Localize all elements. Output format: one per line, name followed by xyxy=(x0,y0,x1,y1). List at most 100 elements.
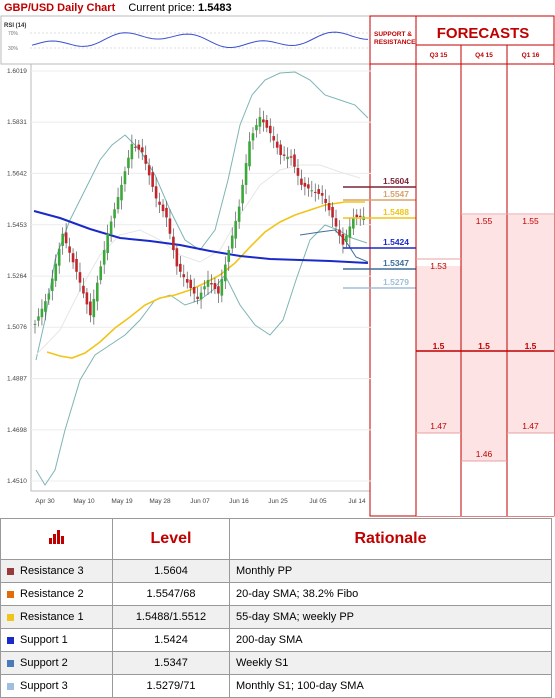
table-row: Support 1 1.5424 200-day SMA xyxy=(0,628,552,652)
rsi-label: RSI (14) xyxy=(4,23,26,29)
level-swatch xyxy=(7,613,14,621)
candle-body xyxy=(54,263,58,281)
candle-body xyxy=(279,144,282,155)
forecast-value: 1.5 xyxy=(478,341,490,351)
y-tick-label: 1.4698 xyxy=(7,427,27,434)
candle-body xyxy=(213,283,217,289)
candle-body xyxy=(196,296,199,299)
candle-body xyxy=(189,279,192,289)
level-label: 1.5347 xyxy=(383,258,409,268)
candle-body xyxy=(165,207,168,218)
level-header: Level xyxy=(112,518,230,560)
forecast-column-header: Q4 15 xyxy=(475,52,493,59)
axis-ticks: 1.6019 1.5831 1.5642 1.5453 1.5264 1.5076 1.48… xyxy=(7,68,366,505)
candle-body xyxy=(206,279,210,287)
candle-body xyxy=(258,116,262,127)
candle-body xyxy=(75,259,78,272)
candle-body xyxy=(106,233,109,254)
x-tick-label: Jun 07 xyxy=(190,498,210,505)
candle-body xyxy=(300,178,303,185)
candle-body xyxy=(137,144,141,150)
forecast-title: FORECASTS xyxy=(437,25,530,42)
candle-body xyxy=(272,136,276,141)
candle-body xyxy=(230,235,234,249)
candle-body xyxy=(99,266,103,281)
candlesticks xyxy=(33,107,365,334)
y-tick-label: 1.5831 xyxy=(7,119,27,126)
candle-body xyxy=(282,154,286,156)
candle-body xyxy=(341,233,345,245)
level-label: 1.5424 xyxy=(383,237,409,247)
levels-table: Level Rationale Resistance 3 1.5604 Monthl… xyxy=(0,518,555,698)
level-name-cell: Resistance 3 xyxy=(0,559,113,583)
candle-body xyxy=(89,301,92,316)
level-value: 1.5488/1.5512 xyxy=(112,605,230,629)
level-name-cell: Support 2 xyxy=(0,651,113,675)
sma-200 xyxy=(33,210,369,264)
candle-body xyxy=(172,236,175,251)
forecast-range xyxy=(416,266,461,433)
candle-body xyxy=(210,283,213,285)
level-name-cell: Support 1 xyxy=(0,628,113,652)
level-rationale: Weekly S1 xyxy=(229,651,552,675)
candle-body xyxy=(355,214,359,218)
candle-body xyxy=(348,226,352,238)
level-label: 1.5279 xyxy=(383,277,409,287)
sma-55 xyxy=(46,201,365,359)
x-tick-label: Jul 05 xyxy=(309,498,327,505)
level-name-cell: Resistance 1 xyxy=(0,605,113,629)
candle-body xyxy=(251,133,255,141)
x-tick-label: Jul 14 xyxy=(348,498,366,505)
candle-body xyxy=(327,203,331,211)
forecast-value: 1.47 xyxy=(430,421,447,431)
chart-title: GBP/USD Daily Chart xyxy=(4,2,116,14)
candle-body xyxy=(123,171,127,185)
level-name: Support 1 xyxy=(20,634,68,646)
table-row: Resistance 2 1.5547/68 20-day SMA; 38.2% F… xyxy=(0,582,552,606)
forecast-background xyxy=(416,65,554,516)
level-swatch xyxy=(7,636,14,644)
level-name-cell: Support 3 xyxy=(0,674,113,698)
level-name: Support 3 xyxy=(20,680,68,692)
candle-body xyxy=(154,186,158,199)
level-name: Resistance 3 xyxy=(20,565,84,577)
table-row: Support 3 1.5279/71 Monthly S1; 100-day SM… xyxy=(0,674,552,698)
candle-body xyxy=(57,248,61,266)
y-tick-label: 1.5453 xyxy=(7,222,27,229)
candle-body xyxy=(268,125,272,134)
candle-body xyxy=(68,246,71,253)
candle-body xyxy=(324,198,327,203)
forecast-column-header: Q1 16 xyxy=(522,52,540,59)
candle-body xyxy=(95,282,99,302)
level-name: Resistance 1 xyxy=(20,611,84,623)
chart-header: GBP/USD Daily Chart Current price: 1.548… xyxy=(0,0,370,16)
candle-body xyxy=(179,263,182,272)
forecast-value: 1.55 xyxy=(522,216,539,226)
candle-body xyxy=(220,279,224,296)
x-tick-label: May 19 xyxy=(111,498,133,505)
candle-body xyxy=(82,285,85,294)
candle-body xyxy=(140,147,144,153)
y-tick-label: 1.4510 xyxy=(7,478,27,485)
price-plot-area xyxy=(30,63,372,492)
candle-body xyxy=(175,248,179,267)
forecast-value: 1.5 xyxy=(525,341,537,351)
candle-body xyxy=(134,146,137,148)
candle-body xyxy=(192,287,196,294)
candle-body xyxy=(116,197,120,210)
candle-body xyxy=(47,293,51,300)
y-tick-label: 1.4887 xyxy=(7,376,27,383)
forecast-value: 1.55 xyxy=(476,216,493,226)
table-row: Resistance 1 1.5488/1.5512 55-day SMA; wee… xyxy=(0,605,552,629)
level-name-cell: Resistance 2 xyxy=(0,582,113,606)
candle-body xyxy=(317,189,321,194)
candle-body xyxy=(352,217,355,229)
candle-body xyxy=(203,286,206,290)
candle-body xyxy=(265,120,269,128)
level-name: Support 2 xyxy=(20,657,68,669)
level-value: 1.5424 xyxy=(112,628,230,652)
candle-body xyxy=(275,141,279,148)
candle-body xyxy=(286,156,289,160)
x-tick-label: May 28 xyxy=(149,498,171,505)
candle-body xyxy=(224,264,227,282)
